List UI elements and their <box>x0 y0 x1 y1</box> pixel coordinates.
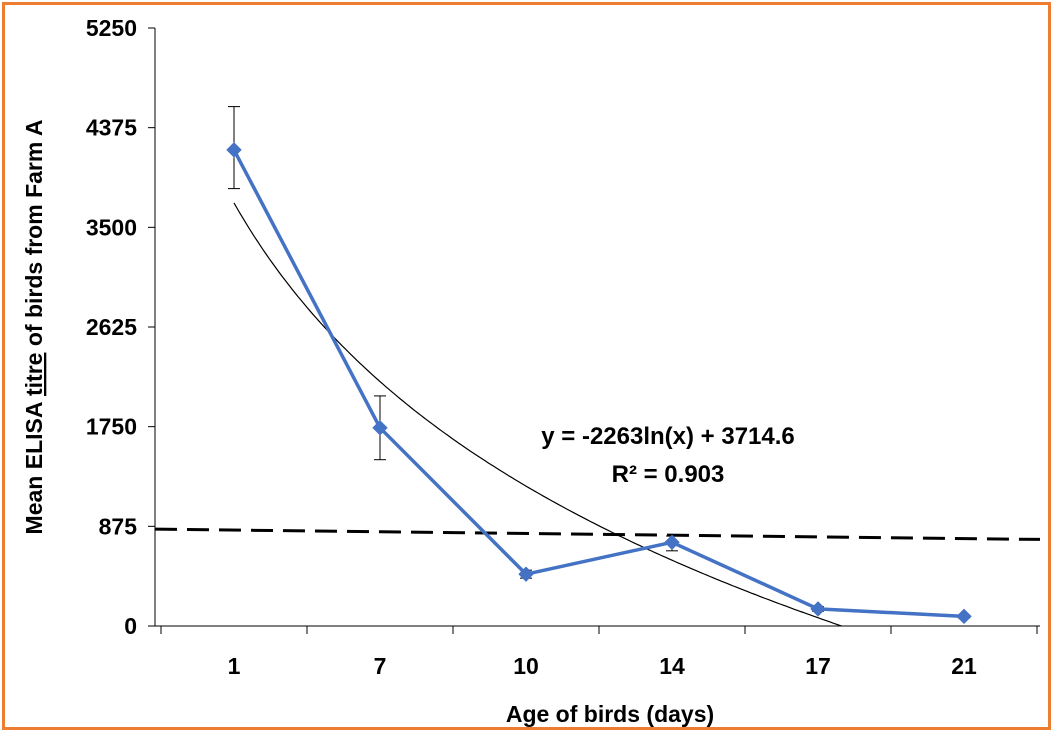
x-tick-label: 14 <box>659 653 685 679</box>
x-tick-label: 21 <box>951 653 977 679</box>
y-tick-label: 1750 <box>86 414 137 440</box>
data-point-marker <box>372 420 388 436</box>
x-tick-labels: 1 7 10 14 17 21 <box>228 653 977 679</box>
y-tick-labels: 0 875 1750 2625 3500 4375 5250 <box>86 15 137 639</box>
data-point-marker <box>226 142 242 158</box>
trendline-path <box>233 202 842 627</box>
trendline-r-squared: R² = 0.903 <box>612 461 725 488</box>
x-tick-label: 10 <box>513 653 539 679</box>
error-bars <box>228 106 970 619</box>
y-tick-label: 5250 <box>86 15 137 41</box>
trendline-group <box>233 202 842 627</box>
data-point-marker <box>956 608 972 625</box>
threshold-line-group <box>154 527 1041 541</box>
data-point-marker <box>810 601 826 617</box>
y-tick-label: 4375 <box>86 115 137 141</box>
trendline-equation: y = -2263ln(x) + 3714.6 <box>541 423 795 450</box>
y-tick-label: 2625 <box>86 314 137 340</box>
y-tick-label: 3500 <box>86 214 137 240</box>
data-point-marker <box>664 534 680 550</box>
x-tick-label: 1 <box>228 653 241 679</box>
x-axis-title: Age of birds (days) <box>506 701 714 727</box>
x-tick-label: 17 <box>805 653 831 679</box>
y-axis-title-part-2: titre <box>21 353 47 396</box>
y-tick-label: 0 <box>124 613 137 639</box>
data-point-marker <box>518 566 534 582</box>
y-axis-title: Mean ELISA titre of birds from Farm A <box>21 120 47 535</box>
y-tick-label: 875 <box>99 513 138 539</box>
x-tick-label: 7 <box>374 653 387 679</box>
series-line <box>232 149 965 619</box>
y-axis-title-part-1: Mean ELISA <box>21 396 47 534</box>
series-group <box>226 142 972 625</box>
axes <box>148 27 1040 634</box>
y-axis-title-part-3: of birds from Farm A <box>21 120 47 353</box>
threshold-line <box>154 527 1041 541</box>
